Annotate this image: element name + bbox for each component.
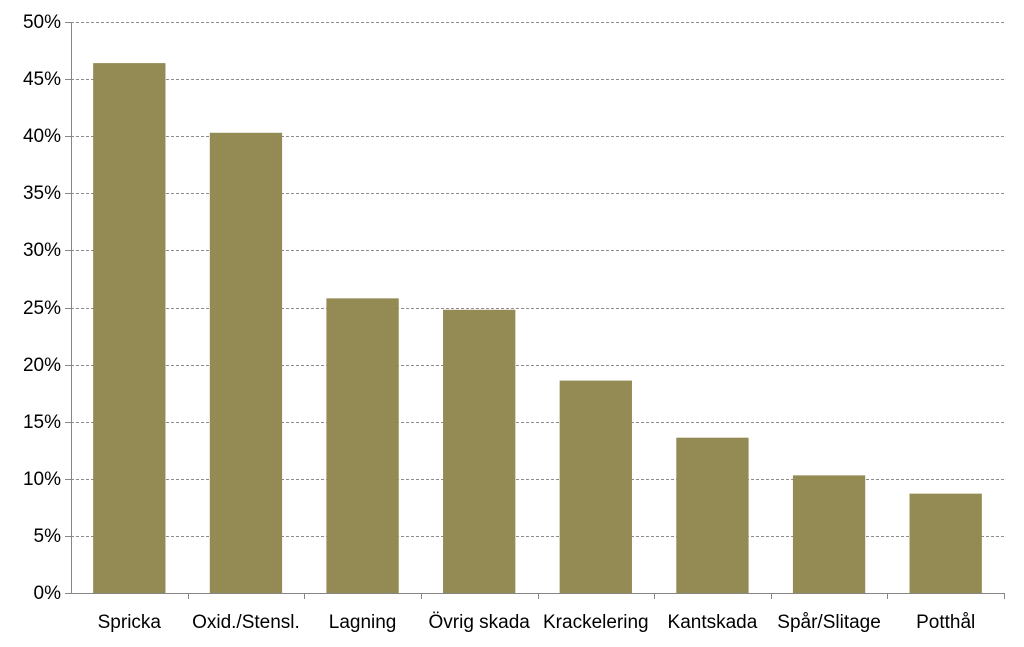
bars [93, 63, 982, 594]
bar [443, 309, 516, 593]
y-tick-label: 20% [23, 355, 61, 376]
x-tick-label: Kantskada [668, 612, 758, 633]
x-tick-label: Lagning [329, 612, 397, 633]
x-tick-label: Oxid./Stensl. [192, 612, 300, 633]
bar [792, 475, 866, 593]
x-tick-label: Spricka [98, 612, 162, 633]
y-tick-label: 10% [23, 469, 61, 490]
y-tick-label: 5% [34, 526, 62, 547]
x-tick-label: Övrig skada [429, 612, 531, 633]
y-tick-label: 0% [34, 583, 62, 604]
y-tick-label: 40% [23, 126, 61, 147]
axes [65, 22, 1005, 599]
bar [93, 63, 166, 593]
x-tick-label: Spår/Slitage [777, 612, 881, 633]
bar [209, 132, 283, 594]
bar [559, 380, 632, 593]
bar [326, 298, 399, 593]
y-tick-label: 30% [23, 240, 61, 261]
y-tick-label: 25% [23, 298, 61, 319]
y-tick-label: 15% [23, 412, 61, 433]
x-tick-labels: Spricka Oxid./Stensl. Lagning Övrig skada Kr… [98, 612, 976, 633]
bar [676, 437, 749, 593]
y-tick-label: 45% [23, 69, 61, 90]
y-tick-label: 35% [23, 183, 61, 204]
bar [909, 493, 982, 593]
x-tick-label: Potthål [916, 612, 975, 633]
x-tick-label: Krackelering [543, 612, 649, 633]
y-tick-label: 50% [23, 12, 61, 33]
y-tick-labels: 0% 5% 10% 15% 20% 25% 30% 35% 40% 45% 50% [23, 12, 61, 604]
